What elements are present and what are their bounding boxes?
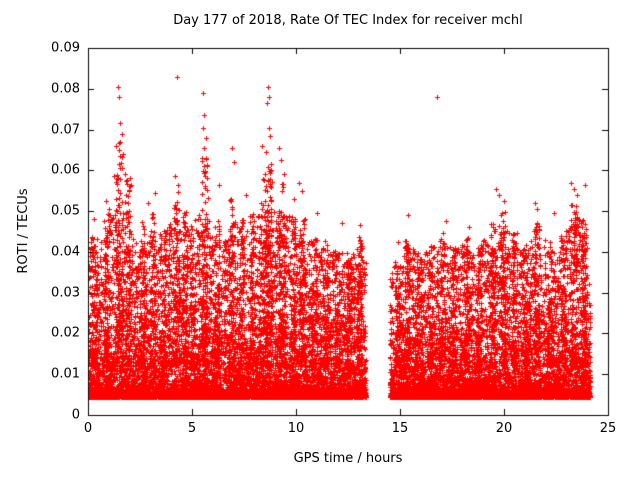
x-axis-label: GPS time / hours <box>293 451 403 466</box>
y-tick-label: 0.08 <box>51 81 80 97</box>
y-tick-label: 0.09 <box>51 40 80 56</box>
y-tick-label: 0.06 <box>51 162 80 178</box>
x-tick-label: 5 <box>187 421 197 436</box>
x-tick-label: 10 <box>287 421 305 436</box>
x-tick-labels: 0 5 10 15 20 25 <box>0 421 640 437</box>
y-tick-label: 0 <box>71 407 80 423</box>
y-tick-label: 0.03 <box>51 285 80 301</box>
y-tick-labels: 0 0.01 0.02 0.03 0.04 0.05 0.06 0.07 0.08 0.09 <box>0 0 80 480</box>
x-tick-label: 0 <box>83 421 93 436</box>
y-tick-label: 0.05 <box>51 203 80 219</box>
y-tick-label: 0.07 <box>51 122 80 138</box>
chart-title: Day 177 of 2018, Rate Of TEC Index for r… <box>173 13 523 28</box>
y-tick-label: 0.01 <box>51 366 80 382</box>
x-tick-label: 15 <box>391 421 409 436</box>
x-tick-label: 20 <box>495 421 513 436</box>
y-tick-label: 0.04 <box>51 244 80 260</box>
y-tick-label: 0.02 <box>51 325 80 341</box>
x-tick-label: 25 <box>599 421 617 436</box>
